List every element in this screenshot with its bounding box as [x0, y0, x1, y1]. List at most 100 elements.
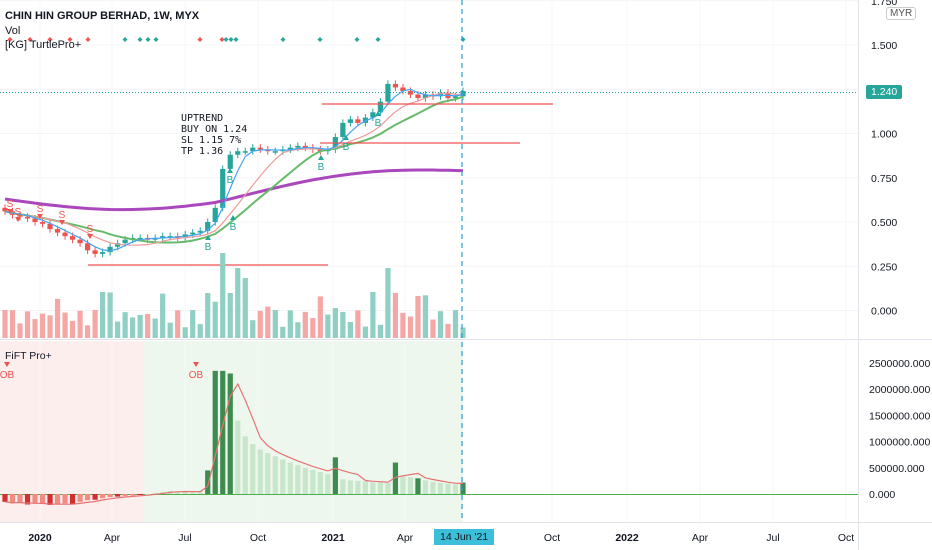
candle-body	[107, 246, 113, 253]
volume-bar	[130, 317, 136, 338]
osc-bar	[385, 482, 391, 494]
volume-bar	[415, 296, 421, 338]
candle-body	[370, 112, 376, 118]
volume-bar	[205, 293, 211, 338]
osc-bar	[400, 475, 406, 494]
volume-bar	[265, 306, 271, 338]
osc-bar	[250, 444, 256, 494]
signal-dot-buy	[223, 37, 229, 42]
sell-arrow	[87, 234, 93, 239]
volume-bar	[287, 310, 293, 338]
osc-bar	[137, 494, 143, 496]
ma-200-line	[4, 168, 464, 212]
candle-body	[257, 147, 263, 150]
time-tick-label: Oct	[544, 532, 560, 544]
osc-bar	[212, 370, 218, 494]
volume-bar	[167, 322, 173, 338]
volume-bar	[452, 310, 459, 338]
osc-tick-label: 1500000.000	[869, 410, 930, 422]
candle-body	[242, 151, 248, 153]
candle-body	[137, 237, 143, 240]
volume-bar	[407, 316, 414, 338]
osc-tick-label: 2500000.000	[869, 358, 930, 370]
volume-bar	[325, 314, 331, 338]
time-tick-label: 2022	[615, 532, 639, 544]
currency-label[interactable]: MYR	[886, 7, 917, 20]
volume-bar	[242, 278, 248, 338]
volume-bar	[422, 295, 429, 338]
osc-bar	[460, 482, 466, 494]
buy-signal-label: B	[343, 142, 350, 153]
osc-bar	[242, 436, 248, 494]
volume-bar	[137, 314, 143, 338]
time-tick-label: 2020	[28, 532, 52, 544]
osc-bar	[62, 494, 68, 504]
volume-bar	[17, 323, 23, 338]
volume-bar	[310, 318, 316, 338]
osc-bar	[77, 494, 83, 502]
osc-bar	[9, 494, 16, 504]
candle-body	[272, 151, 278, 153]
osc-bar	[332, 457, 338, 494]
osc-bar	[265, 453, 271, 494]
osc-bar	[422, 480, 429, 494]
osc-bar	[325, 474, 331, 494]
osc-bar	[220, 370, 226, 494]
price-tick-label: 0.250	[871, 261, 897, 273]
osc-bar	[287, 462, 293, 494]
signal-dot-buy	[233, 37, 239, 42]
signal-dot-sell	[197, 37, 203, 42]
osc-tick-label: 1000000.000	[869, 437, 930, 449]
osc-bar	[295, 465, 301, 494]
volume-bar	[385, 268, 391, 338]
volume-bar	[54, 298, 61, 338]
candle-body	[295, 145, 301, 148]
osc-bar	[175, 491, 181, 494]
signal-dot-buy	[137, 37, 143, 42]
signal-dot-sell	[219, 37, 225, 42]
candle-body	[77, 239, 83, 244]
signal-dot-buy	[228, 37, 234, 42]
volume-bar	[280, 326, 286, 338]
candle-body	[422, 94, 429, 99]
osc-bar	[392, 462, 399, 494]
volume-bar	[317, 296, 323, 338]
candle-body	[415, 94, 421, 99]
osc-tick-label: 500000.000	[869, 463, 925, 475]
buy-arrow	[318, 155, 324, 160]
sell-arrow	[37, 214, 43, 219]
candle-body	[32, 218, 38, 222]
osc-bar	[182, 491, 188, 494]
sell-signal-label: S	[15, 207, 22, 218]
vol-label: Vol	[5, 25, 21, 37]
volume-bar	[145, 314, 151, 338]
volume-bar	[340, 311, 346, 338]
candle-body	[407, 91, 414, 95]
price-tick-label: 1.750	[871, 0, 897, 8]
candle-body	[235, 151, 241, 155]
signal-dot-buy	[145, 37, 151, 42]
osc-signal-line	[4, 382, 464, 505]
osc-bar	[152, 492, 158, 494]
time-tick-label: Apr	[692, 532, 709, 544]
osc-bar	[122, 494, 128, 497]
signal-dot-sell	[67, 37, 73, 42]
sell-arrow	[15, 217, 21, 222]
price-tick-label: 0.750	[871, 173, 897, 185]
volume-bar	[160, 293, 166, 338]
candle-body	[460, 91, 466, 97]
osc-bar	[437, 482, 444, 494]
volume-bar	[302, 311, 308, 338]
ma-10-line	[4, 88, 464, 252]
candle-body	[100, 252, 106, 254]
volume-bar	[347, 322, 353, 338]
price-tick-label: 1.500	[871, 40, 897, 52]
time-tick-label: Oct	[838, 532, 854, 544]
ob-marker-label: OB	[189, 370, 204, 381]
candle-body	[227, 154, 233, 169]
volume-bar	[152, 318, 158, 338]
volume-bar	[392, 293, 399, 338]
volume-bar	[460, 327, 466, 338]
buy-signal-label: B	[375, 118, 382, 129]
